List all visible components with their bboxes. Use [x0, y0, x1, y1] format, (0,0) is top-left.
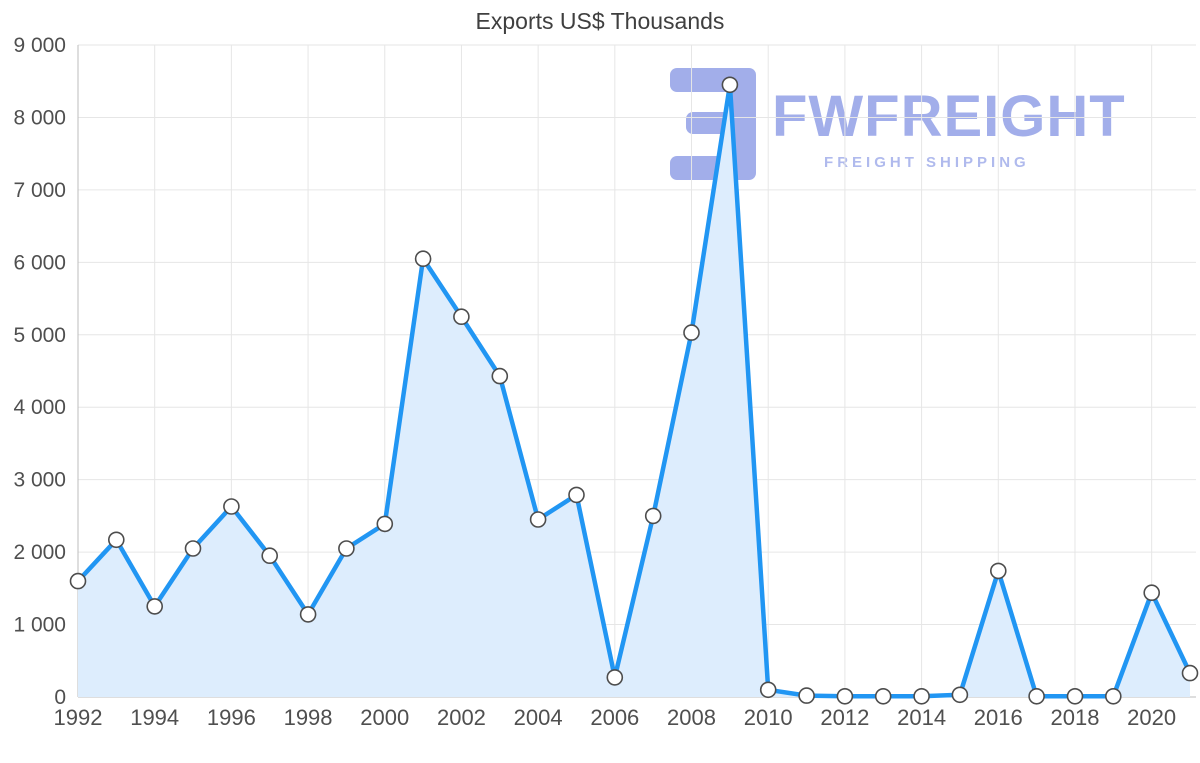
watermark-brand: FWFREIGHT	[772, 84, 1126, 149]
data-point-2016[interactable]	[989, 562, 1007, 580]
data-point-2013[interactable]	[874, 687, 892, 705]
watermark-text: FWFREIGHT FREIGHT SHIPPING	[772, 68, 1126, 172]
data-point-2004[interactable]	[529, 511, 547, 528]
data-point-2006[interactable]	[606, 669, 624, 686]
y-tick-label: 1 000	[13, 614, 66, 637]
data-point-2005[interactable]	[568, 486, 585, 504]
y-tick-label: 9 000	[13, 34, 66, 57]
x-tick-label: 2016	[974, 705, 1023, 730]
y-tick-label: 2 000	[13, 541, 66, 564]
watermark-tagline: FREIGHT SHIPPING	[824, 154, 1030, 171]
y-tick-label: 3 000	[13, 469, 66, 492]
data-point-2003[interactable]	[491, 367, 509, 385]
data-point-2019[interactable]	[1105, 687, 1122, 705]
data-point-1993[interactable]	[108, 531, 125, 549]
x-tick-label: 2004	[514, 705, 563, 730]
data-point-2020[interactable]	[1143, 584, 1160, 602]
x-tick-label: 1998	[284, 705, 333, 730]
data-point-1994[interactable]	[146, 598, 163, 615]
x-tick-label: 2014	[897, 705, 946, 730]
x-tick-label: 1994	[130, 705, 179, 730]
y-tick-label: 7 000	[13, 179, 66, 202]
x-tick-label: 2018	[1050, 705, 1099, 730]
data-point-2011[interactable]	[798, 687, 815, 704]
data-point-1997[interactable]	[261, 547, 279, 565]
chart-title: Exports US$ Thousands	[475, 8, 725, 34]
data-point-2012[interactable]	[836, 687, 854, 705]
y-tick-label: 4 000	[13, 396, 66, 419]
y-tick-label: 6 000	[13, 251, 66, 274]
data-point-2007[interactable]	[644, 507, 662, 525]
y-tick-label: 0	[54, 686, 66, 709]
x-tick-label: 2006	[590, 705, 639, 730]
x-tick-label: 2012	[820, 705, 869, 730]
data-point-2021[interactable]	[1181, 664, 1199, 682]
x-tick-label: 1996	[207, 705, 256, 730]
data-point-1999[interactable]	[338, 540, 355, 557]
data-point-2017[interactable]	[1028, 687, 1045, 705]
data-point-2002[interactable]	[453, 308, 470, 326]
data-point-1995[interactable]	[184, 540, 202, 557]
x-tick-label: 1992	[54, 705, 103, 730]
series-line	[75, 82, 1193, 699]
data-point-1992[interactable]	[69, 572, 87, 590]
y-tick-label: 8 000	[13, 106, 66, 129]
data-point-2014[interactable]	[913, 687, 930, 705]
data-point-2001[interactable]	[414, 250, 432, 268]
data-point-1996[interactable]	[223, 498, 240, 515]
x-tick-label: 2008	[667, 705, 716, 730]
data-point-2009[interactable]	[721, 76, 739, 94]
data-point-2000[interactable]	[376, 515, 394, 533]
x-tick-label: 2000	[360, 705, 409, 730]
x-tick-label: 2002	[437, 705, 486, 730]
y-tick-label: 5 000	[13, 324, 66, 347]
x-tick-label: 2010	[744, 705, 793, 730]
x-tick-label: 2020	[1127, 705, 1176, 730]
fwfreight-watermark: FWFREIGHT FREIGHT SHIPPING	[652, 68, 1126, 180]
data-point-2015[interactable]	[951, 686, 969, 704]
data-point-1998[interactable]	[299, 606, 317, 623]
data-point-2008[interactable]	[683, 324, 700, 341]
data-point-2018[interactable]	[1066, 687, 1084, 705]
data-point-2010[interactable]	[759, 681, 777, 699]
